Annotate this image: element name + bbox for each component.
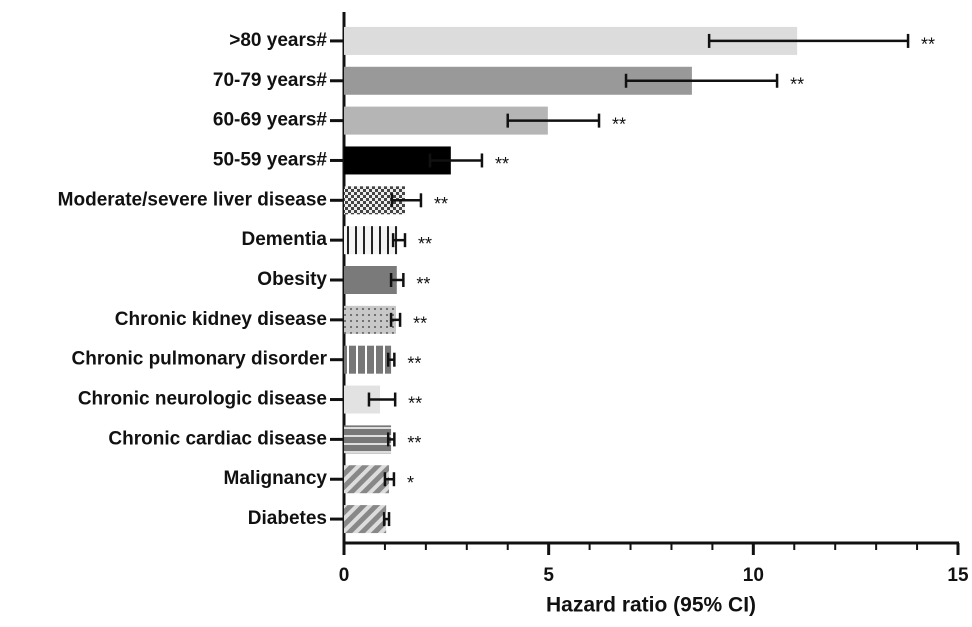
y-tick-label: 60-69 years# bbox=[213, 110, 328, 131]
bar bbox=[344, 266, 397, 294]
x-tick-label: 5 bbox=[543, 565, 554, 586]
y-tick-label: 50-59 years# bbox=[213, 149, 328, 170]
x-axis-title: Hazard ratio (95% CI) bbox=[546, 594, 756, 617]
y-tick-label: 70-79 years# bbox=[213, 70, 328, 91]
bar bbox=[344, 345, 392, 374]
significance-label: ** bbox=[495, 154, 509, 174]
y-tick-label: Malignancy bbox=[224, 468, 328, 489]
y-tick-label: >80 years# bbox=[229, 30, 327, 51]
x-tick-label: 15 bbox=[947, 565, 969, 586]
y-tick-label: Chronic pulmonary disorder bbox=[72, 349, 328, 370]
significance-label: ** bbox=[921, 35, 935, 55]
significance-label: ** bbox=[434, 194, 448, 214]
y-tick-label: Chronic cardiac disease bbox=[108, 428, 327, 449]
y-tick-label: Dementia bbox=[241, 229, 327, 250]
bar bbox=[344, 505, 387, 534]
bar bbox=[344, 226, 399, 255]
bar bbox=[344, 465, 390, 494]
bar bbox=[344, 425, 392, 454]
x-tick-label: 10 bbox=[743, 565, 764, 586]
significance-label: ** bbox=[418, 234, 432, 254]
significance-label: ** bbox=[416, 274, 430, 294]
y-tick-label: Diabetes bbox=[248, 508, 327, 529]
significance-label: ** bbox=[612, 114, 626, 134]
x-tick-label: 0 bbox=[339, 565, 350, 586]
y-tick-label: Obesity bbox=[257, 269, 327, 290]
significance-label: * bbox=[407, 473, 414, 493]
significance-label: ** bbox=[407, 433, 421, 453]
y-tick-label: Moderate/severe liver disease bbox=[58, 189, 327, 210]
significance-label: ** bbox=[407, 353, 421, 373]
significance-label: ** bbox=[790, 75, 804, 95]
significance-label: ** bbox=[408, 393, 422, 413]
bar bbox=[344, 305, 396, 334]
y-tick-label: Chronic kidney disease bbox=[115, 309, 327, 330]
y-tick-label: Chronic neurologic disease bbox=[78, 389, 327, 410]
significance-label: ** bbox=[413, 314, 427, 334]
